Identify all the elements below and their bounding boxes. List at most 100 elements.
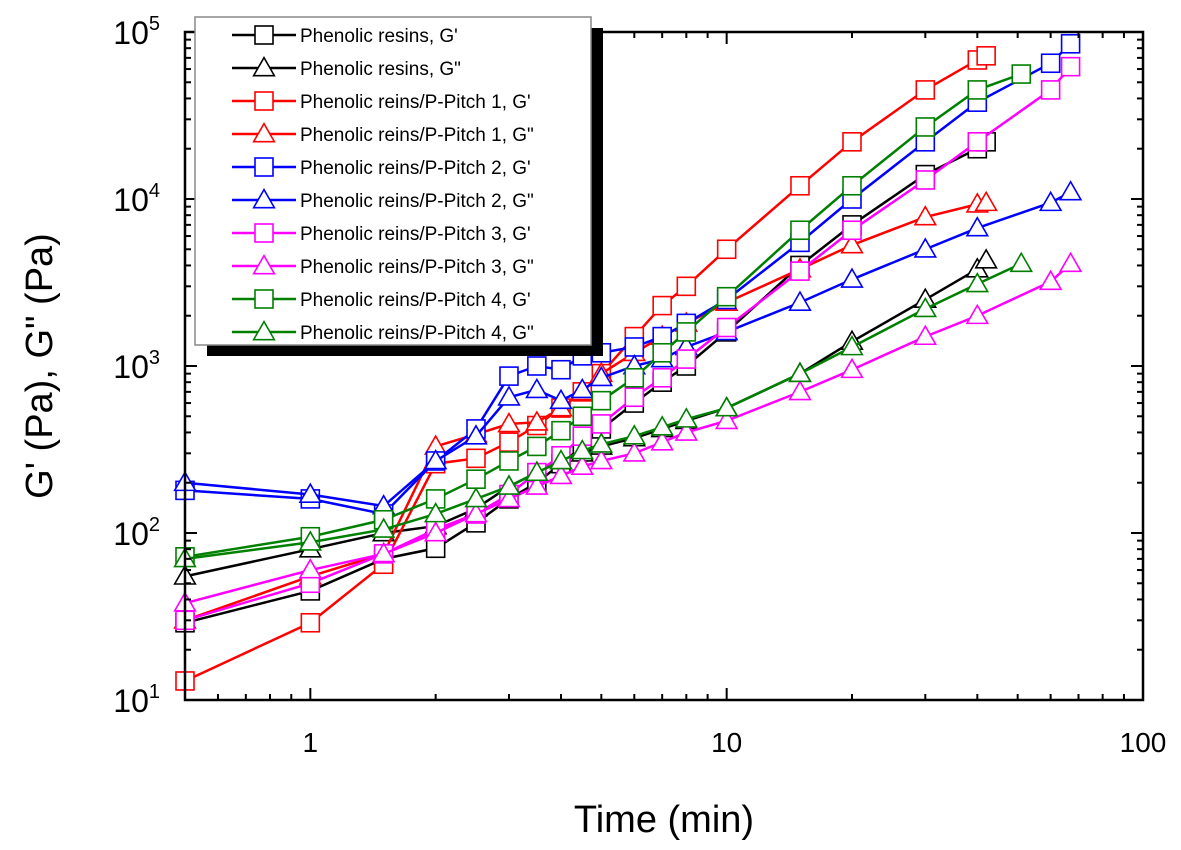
- square-marker: [652, 367, 672, 388]
- square-marker: [1060, 56, 1081, 77]
- square-marker: [499, 432, 519, 452]
- y-tick-label: 105: [113, 13, 160, 51]
- square-marker: [842, 220, 862, 241]
- triangle-marker: [1038, 190, 1063, 212]
- legend-item: Phenolic resins, G": [232, 56, 461, 80]
- triangle-marker: [423, 449, 448, 470]
- series-7: [173, 251, 1083, 612]
- square-marker: [499, 451, 519, 471]
- square-marker: [572, 406, 593, 427]
- triangle-marker: [974, 190, 998, 212]
- triangle-marker: [423, 521, 448, 542]
- square-marker: [716, 286, 737, 307]
- triangle-marker: [913, 324, 938, 346]
- square-marker: [915, 117, 936, 137]
- square-marker: [842, 132, 862, 152]
- triangle-marker: [714, 408, 739, 430]
- triangle-marker: [252, 122, 276, 143]
- triangle-marker: [464, 486, 488, 508]
- series-line: [184, 262, 1072, 605]
- legend-item: Phenolic reins/P-Pitch 1, G': [232, 91, 531, 113]
- y-axis-label: G' (Pa), G" (Pa): [19, 233, 61, 499]
- triangle-marker: [840, 267, 864, 288]
- y-tick-label: 103: [113, 347, 160, 385]
- triangle-marker: [840, 357, 864, 379]
- x-tick-label: 100: [1120, 727, 1167, 758]
- square-marker: [425, 538, 446, 559]
- triangle-marker: [497, 474, 521, 495]
- legend-item: Phenolic reins/P-Pitch 4, G': [232, 289, 531, 311]
- triangle-marker: [1009, 251, 1033, 273]
- triangle-marker: [497, 486, 521, 508]
- square-marker: [624, 387, 645, 408]
- triangle-marker: [840, 233, 864, 254]
- square-marker: [499, 366, 519, 386]
- x-tick-label: 10: [711, 727, 742, 758]
- y-tick-label: 101: [113, 681, 160, 719]
- legend-item: Phenolic reins/P-Pitch 2, G": [232, 188, 534, 212]
- triangle-marker: [525, 474, 549, 495]
- square-marker: [915, 80, 936, 100]
- square-marker: [652, 342, 672, 363]
- triangle-marker: [622, 424, 647, 445]
- square-marker: [624, 337, 645, 357]
- square-marker: [254, 25, 274, 45]
- square-marker: [1040, 53, 1061, 74]
- triangle-marker: [298, 558, 323, 579]
- square-marker: [527, 436, 547, 457]
- triangle-marker: [913, 296, 938, 318]
- triangle-marker: [674, 420, 699, 441]
- triangle-marker: [371, 517, 396, 538]
- legend-label: Phenolic reins/P-Pitch 1, G": [300, 125, 534, 146]
- triangle-marker: [525, 410, 549, 431]
- triangle-marker: [1038, 269, 1063, 291]
- square-marker: [591, 414, 612, 434]
- square-marker: [790, 175, 810, 196]
- square-marker: [551, 359, 571, 380]
- square-marker: [652, 295, 672, 316]
- triangle-marker: [840, 335, 864, 356]
- y-tick-label: 104: [113, 180, 160, 218]
- triangle-marker: [589, 365, 614, 387]
- x-tick-label: 1: [303, 727, 319, 758]
- triangle-marker: [549, 463, 573, 485]
- square-marker: [254, 289, 274, 309]
- triangle-marker: [298, 530, 323, 551]
- triangle-marker: [525, 377, 549, 399]
- legend-label: Phenolic resins, G': [300, 26, 458, 47]
- square-marker: [967, 132, 988, 152]
- triangle-marker: [570, 377, 595, 399]
- triangle-marker: [464, 502, 488, 523]
- triangle-marker: [650, 430, 674, 451]
- triangle-marker: [589, 449, 614, 470]
- square-marker: [591, 390, 612, 411]
- triangle-marker: [252, 188, 276, 209]
- legend: Phenolic resins, G' Phenolic resins, G" Ph…: [194, 16, 603, 356]
- triangle-marker: [913, 237, 938, 258]
- legend-label: Phenolic reins/P-Pitch 2, G": [300, 191, 534, 212]
- square-marker: [624, 367, 645, 388]
- y-tick-label: 102: [113, 514, 160, 552]
- square-marker: [1060, 33, 1081, 54]
- triangle-marker: [497, 411, 521, 433]
- triangle-marker: [570, 454, 595, 475]
- triangle-marker: [497, 385, 521, 406]
- triangle-marker: [298, 482, 323, 503]
- legend-item: Phenolic reins/P-Pitch 3, G': [232, 223, 531, 245]
- square-marker: [790, 220, 810, 241]
- triangle-marker: [788, 361, 812, 383]
- square-marker: [676, 276, 697, 297]
- square-marker: [254, 223, 274, 243]
- square-marker: [466, 469, 486, 489]
- legend-item: Phenolic reins/P-Pitch 2, G': [232, 157, 531, 179]
- triangle-marker: [965, 216, 990, 237]
- square-marker: [967, 80, 988, 100]
- legend-label: Phenolic reins/P-Pitch 4, G": [300, 323, 534, 344]
- triangle-marker: [650, 415, 674, 436]
- legend-label: Phenolic reins/P-Pitch 3, G": [300, 257, 534, 278]
- triangle-marker: [622, 441, 647, 462]
- triangle-marker: [549, 388, 573, 410]
- triangle-marker: [525, 460, 549, 482]
- triangle-marker: [965, 271, 990, 293]
